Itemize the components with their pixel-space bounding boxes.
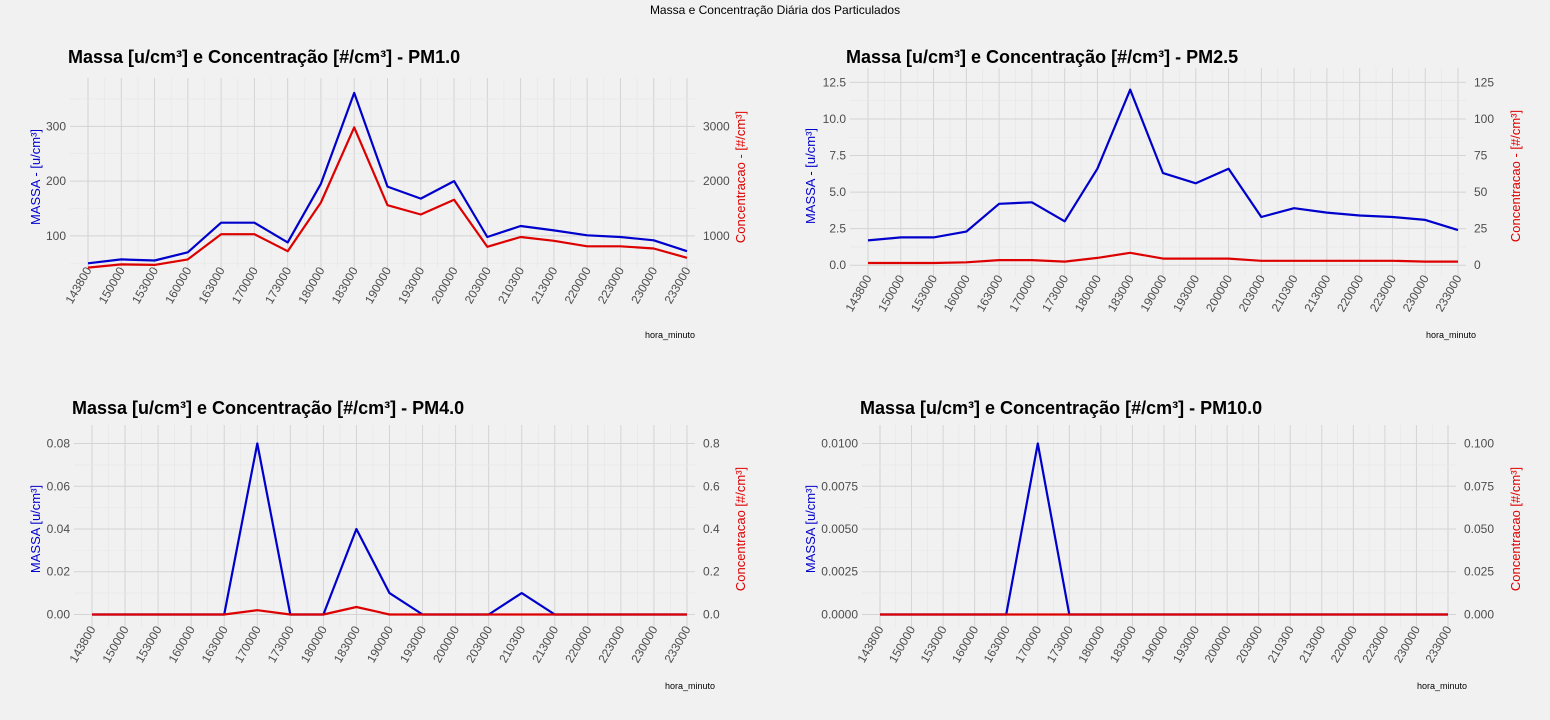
y2-axis-label: Concentracao [#/cm³] [733, 467, 748, 591]
y2-tick-label: 0.0 [703, 607, 720, 621]
y2-tick-label: 0.2 [703, 565, 720, 579]
y2-tick-label: 0.8 [703, 437, 720, 451]
y-axis-label: MASSA - [u/cm³] [28, 129, 43, 225]
x-tick-label: 170000 [1012, 623, 1044, 665]
x-tick-label: 160000 [949, 623, 981, 665]
y-tick-label: 0.04 [47, 522, 71, 536]
x-axis-label: hora_minuto [1417, 681, 1467, 691]
y2-tick-label: 50 [1474, 185, 1488, 199]
y2-tick-label: 75 [1474, 149, 1488, 163]
y-tick-label: 5.0 [829, 185, 846, 199]
y2-tick-label: 0.100 [1464, 437, 1494, 451]
series-massa-line [867, 88, 1459, 242]
x-axis-label: hora_minuto [645, 330, 695, 340]
y-tick-label: 7.5 [829, 149, 846, 163]
x-tick-label: 193000 [1170, 623, 1202, 665]
x-tick-label: 233000 [1422, 623, 1454, 665]
y-tick-label: 0.0050 [821, 522, 858, 536]
x-tick-label: 163000 [981, 623, 1013, 665]
y-tick-label: 0.0 [829, 258, 846, 272]
grid [70, 78, 695, 268]
y-axis-label: MASSA [u/cm³] [28, 485, 43, 573]
x-tick-label: 220000 [1328, 623, 1360, 665]
y2-tick-label: 25 [1474, 222, 1488, 236]
y2-tick-label: 0.000 [1464, 607, 1494, 621]
x-tick-label: 153000 [918, 623, 950, 665]
x-tick-label: 230000 [1391, 623, 1423, 665]
series-concentracao-line [87, 126, 688, 269]
y-axis-label: MASSA - [u/cm³] [803, 128, 818, 224]
x-tick-label: 173000 [1044, 623, 1076, 665]
x-tick-label: 143800 [854, 623, 886, 665]
chart-title: Massa [u/cm³] e Concentração [#/cm³] - P… [68, 47, 460, 67]
y-tick-label: 0.0025 [821, 565, 858, 579]
series-concentracao-line [868, 251, 1458, 265]
x-tick-label: 190000 [1138, 623, 1170, 665]
chart-title: Massa [u/cm³] e Concentração [#/cm³] - P… [846, 47, 1238, 67]
y2-tick-label: 100 [1474, 112, 1494, 126]
chart-title: Massa [u/cm³] e Concentração [#/cm³] - P… [860, 398, 1262, 418]
x-axis-label: hora_minuto [1426, 330, 1476, 340]
y-tick-label: 0.0075 [821, 479, 858, 493]
y2-tick-label: 3000 [703, 119, 730, 133]
y2-tick-label: 0.050 [1464, 522, 1494, 536]
y2-tick-label: 0.6 [703, 479, 720, 493]
y-tick-label: 12.5 [823, 75, 847, 89]
y-tick-label: 0.00 [47, 607, 71, 621]
y2-tick-label: 0.4 [703, 522, 720, 536]
y2-axis-label: Concentracao - [#/cm³] [733, 111, 748, 243]
y-tick-label: 0.02 [47, 565, 71, 579]
y-tick-label: 0.08 [47, 437, 71, 451]
figure-title: Massa e Concentração Diária dos Particul… [649, 3, 901, 17]
y-tick-label: 2.5 [829, 222, 846, 236]
series-massa-line [87, 91, 688, 265]
y2-tick-label: 0 [1474, 258, 1481, 272]
y-tick-label: 100 [46, 229, 66, 243]
y2-axis-label: Concentracao [#/cm³] [1508, 467, 1523, 591]
x-tick-label: 150000 [886, 623, 918, 665]
y-axis-label: MASSA [u/cm³] [803, 485, 818, 573]
y-tick-label: 200 [46, 174, 66, 188]
series-concentracao-line [92, 605, 687, 616]
x-axis-label: hora_minuto [665, 681, 715, 691]
x-tick-label: 180000 [1075, 623, 1107, 665]
y2-tick-label: 2000 [703, 174, 730, 188]
y-tick-label: 10.0 [823, 112, 847, 126]
x-tick-label: 223000 [1359, 623, 1391, 665]
x-tick-label: 203000 [1233, 623, 1265, 665]
x-tick-label: 200000 [1202, 623, 1234, 665]
y-tick-label: 0.0000 [821, 607, 858, 621]
y2-axis-label: Concentracao - [#/cm³] [1508, 110, 1523, 242]
y-tick-label: 0.0100 [821, 437, 858, 451]
y2-tick-label: 1000 [703, 229, 730, 243]
x-tick-label: 213000 [1296, 623, 1328, 665]
chart-title: Massa [u/cm³] e Concentração [#/cm³] - P… [72, 398, 464, 418]
y-tick-label: 0.06 [47, 479, 71, 493]
x-tick-label: 210300 [1265, 623, 1297, 665]
x-tick-label: 183000 [1107, 623, 1139, 665]
y-tick-label: 300 [46, 119, 66, 133]
grid [862, 425, 1456, 627]
y2-tick-label: 125 [1474, 75, 1494, 89]
y2-tick-label: 0.025 [1464, 565, 1494, 579]
y2-tick-label: 0.075 [1464, 479, 1494, 493]
